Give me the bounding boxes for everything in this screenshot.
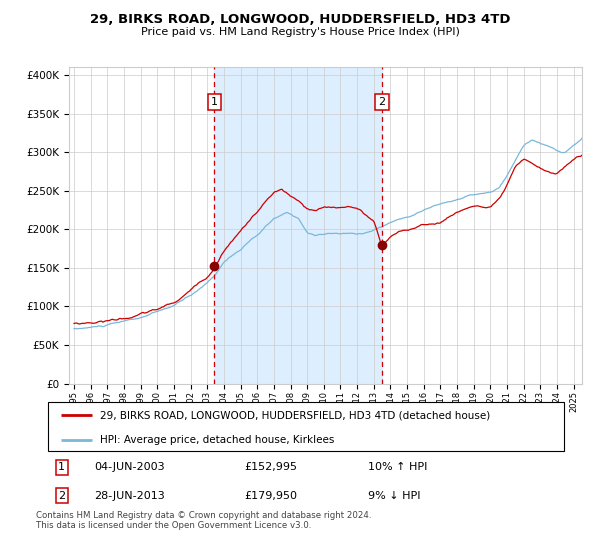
Text: 9% ↓ HPI: 9% ↓ HPI — [368, 491, 421, 501]
Text: 10% ↑ HPI: 10% ↑ HPI — [368, 463, 427, 473]
Text: Price paid vs. HM Land Registry's House Price Index (HPI): Price paid vs. HM Land Registry's House … — [140, 27, 460, 37]
Text: £152,995: £152,995 — [244, 463, 297, 473]
Text: 29, BIRKS ROAD, LONGWOOD, HUDDERSFIELD, HD3 4TD (detached house): 29, BIRKS ROAD, LONGWOOD, HUDDERSFIELD, … — [100, 410, 490, 421]
Text: HPI: Average price, detached house, Kirklees: HPI: Average price, detached house, Kirk… — [100, 435, 334, 445]
Text: 04-JUN-2003: 04-JUN-2003 — [94, 463, 165, 473]
Text: 2: 2 — [58, 491, 65, 501]
Text: 29, BIRKS ROAD, LONGWOOD, HUDDERSFIELD, HD3 4TD: 29, BIRKS ROAD, LONGWOOD, HUDDERSFIELD, … — [90, 13, 510, 26]
Text: 1: 1 — [58, 463, 65, 473]
FancyBboxPatch shape — [48, 402, 564, 451]
Text: Contains HM Land Registry data © Crown copyright and database right 2024.
This d: Contains HM Land Registry data © Crown c… — [36, 511, 371, 530]
Bar — [214, 67, 382, 384]
Text: 28-JUN-2013: 28-JUN-2013 — [94, 491, 165, 501]
Text: £179,950: £179,950 — [244, 491, 297, 501]
Text: 2: 2 — [379, 97, 386, 107]
Text: 1: 1 — [211, 97, 218, 107]
